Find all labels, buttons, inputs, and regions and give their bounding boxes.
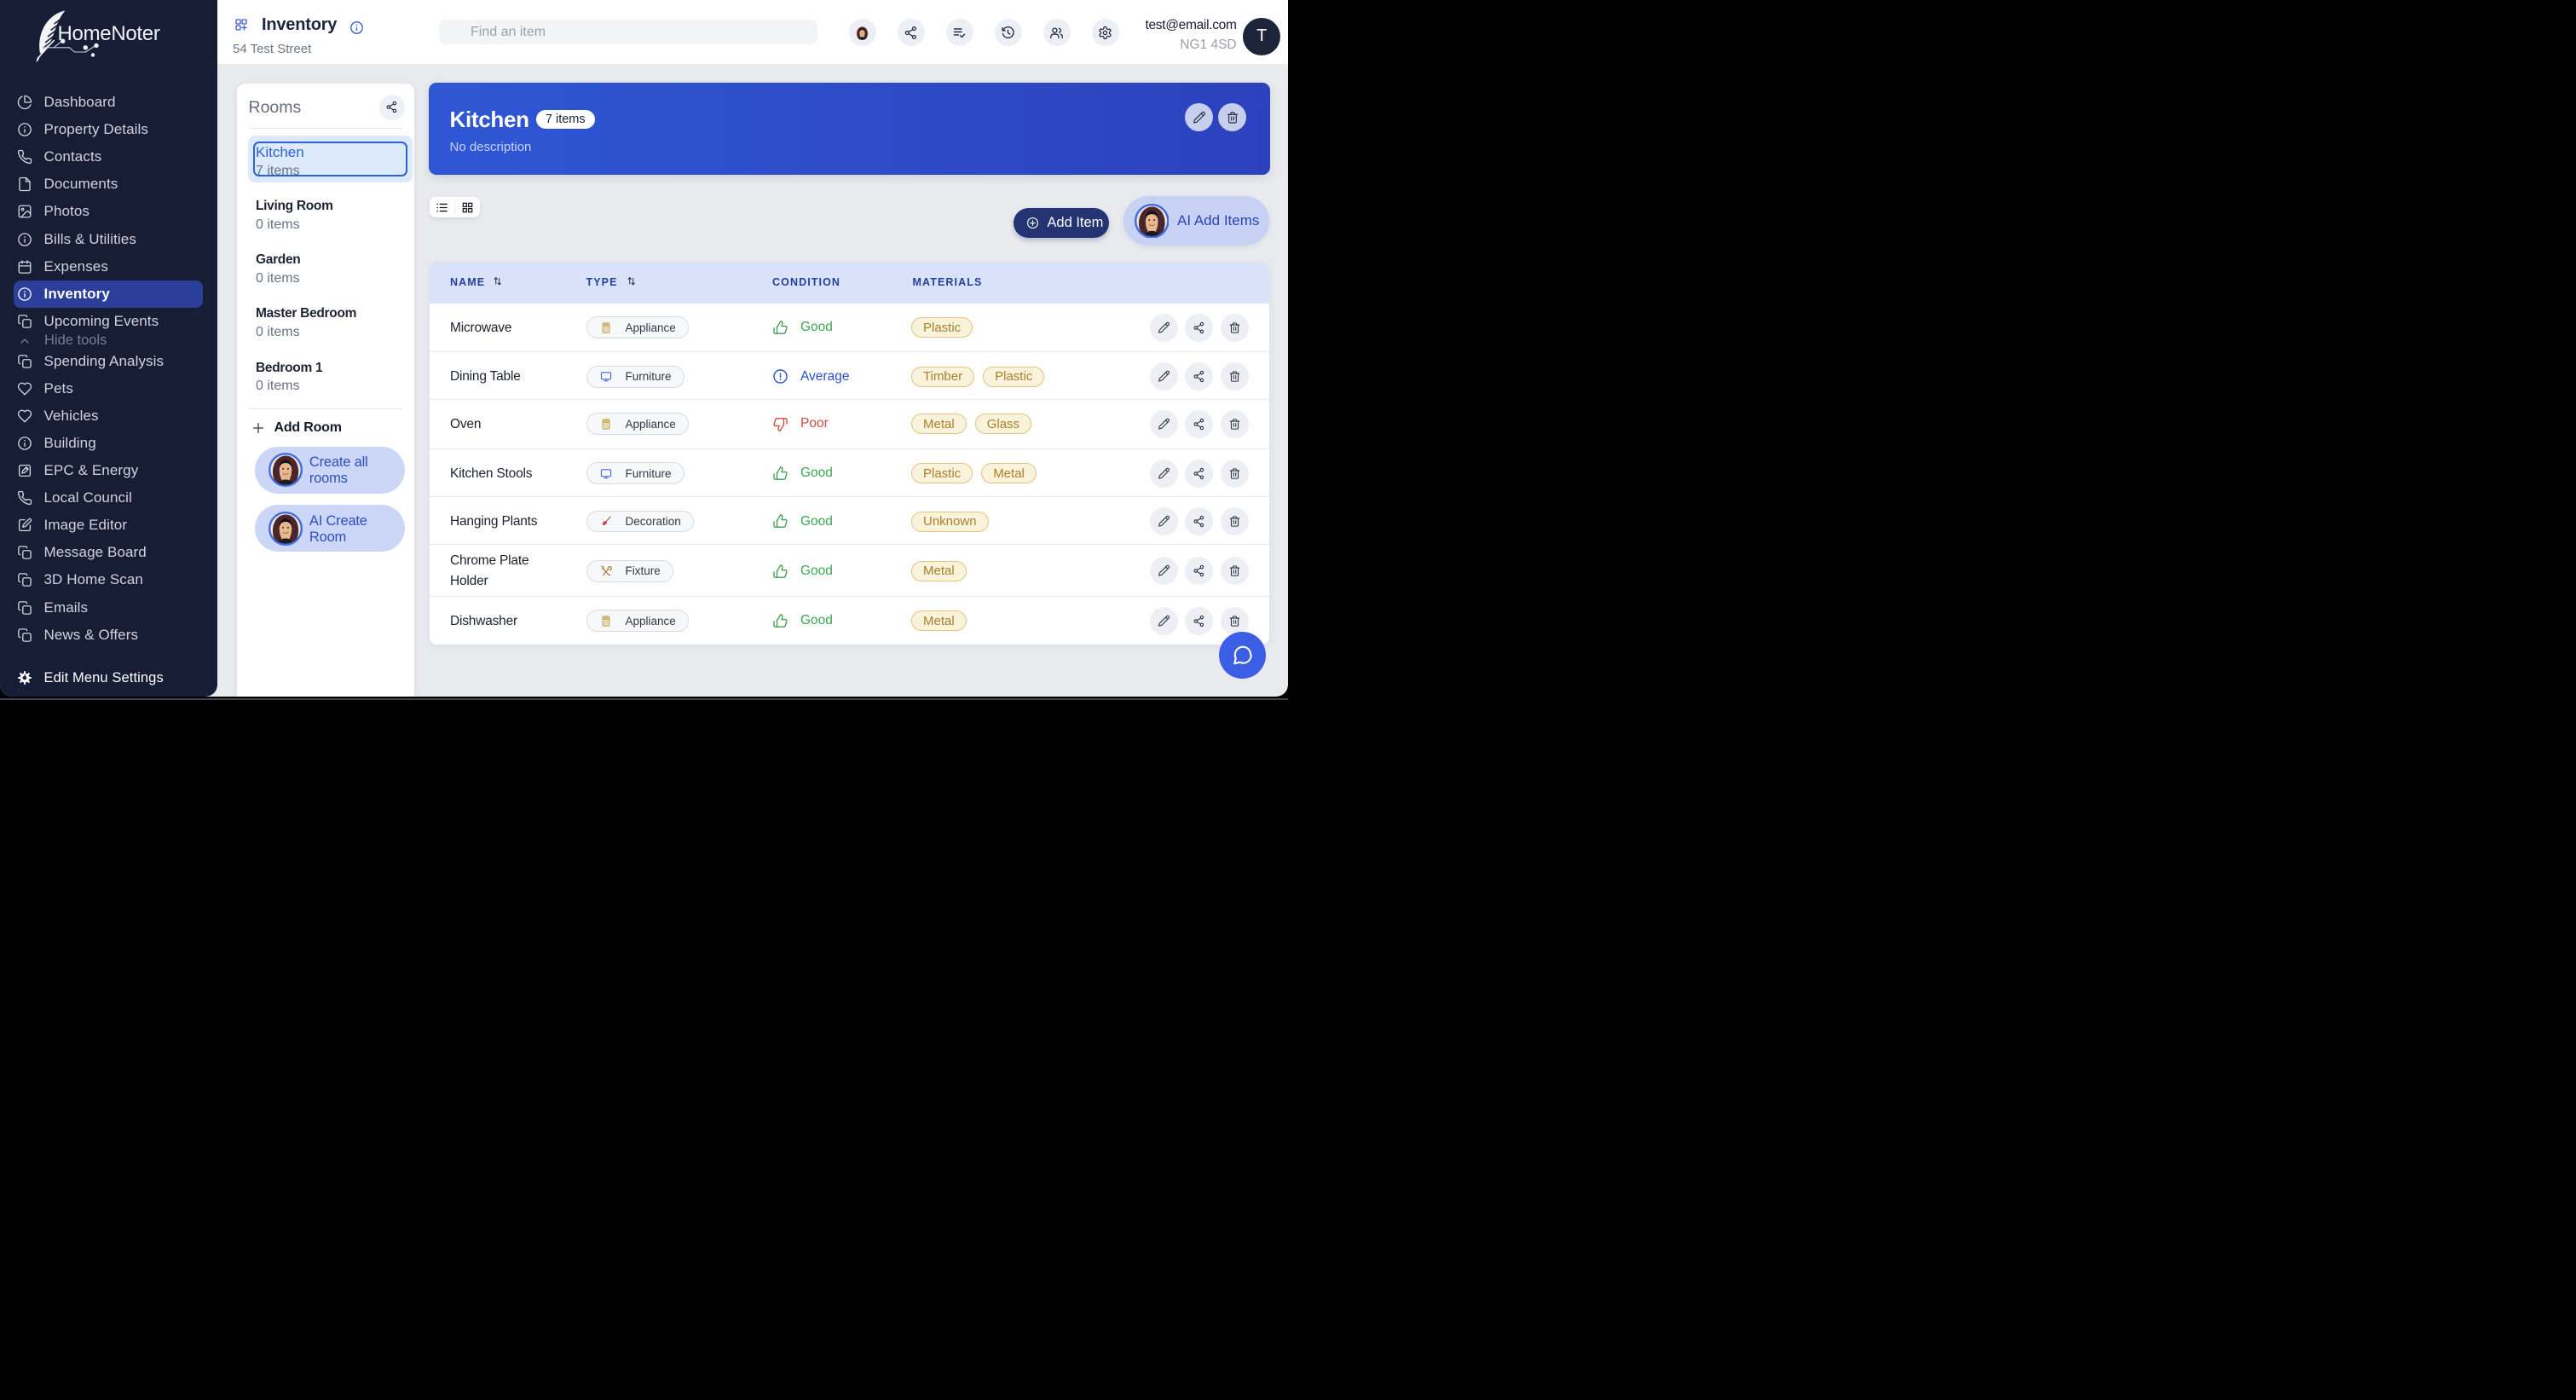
svg-text:HomeNoter: HomeNoter [58,22,160,45]
